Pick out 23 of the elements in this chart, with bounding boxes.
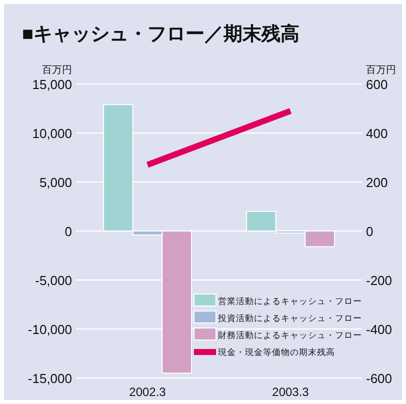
y2-tick-label: 200 [366, 175, 388, 190]
y2-axis-title: 百万円 [366, 65, 396, 76]
x-tick-label: 2003.3 [272, 385, 310, 399]
legend-label: 営業活動によるキャッシュ・フロー [218, 296, 362, 306]
legend-label: 現金・現金等価物の期末残高 [218, 347, 335, 357]
y-tick-label: -5,000 [35, 273, 72, 288]
y2-tick-label: -400 [366, 322, 392, 337]
y-tick-label: 5,000 [39, 175, 72, 190]
y2-tick-label: 400 [366, 126, 388, 141]
y-tick-label: -15,000 [28, 371, 72, 386]
y-axis-title: 百万円 [42, 65, 72, 76]
y2-tick-label: 0 [366, 224, 374, 239]
legend-label: 財務活動によるキャッシュ・フロー [218, 330, 362, 340]
y2-tick-label: -600 [366, 371, 392, 386]
y2-tick-label: 600 [366, 77, 388, 92]
y-tick-label: 10,000 [32, 126, 72, 141]
legend-label: 投資活動によるキャッシュ・フロー [217, 313, 362, 323]
chart-title: ■キャッシュ・フロー／期末残高 [22, 23, 300, 45]
y2-tick-label: -200 [366, 273, 392, 288]
x-tick-label: 2002.3 [129, 385, 166, 399]
y-tick-label: -10,000 [28, 322, 72, 337]
y-tick-label: 15,000 [32, 77, 72, 92]
y-tick-label: 0 [64, 224, 72, 239]
